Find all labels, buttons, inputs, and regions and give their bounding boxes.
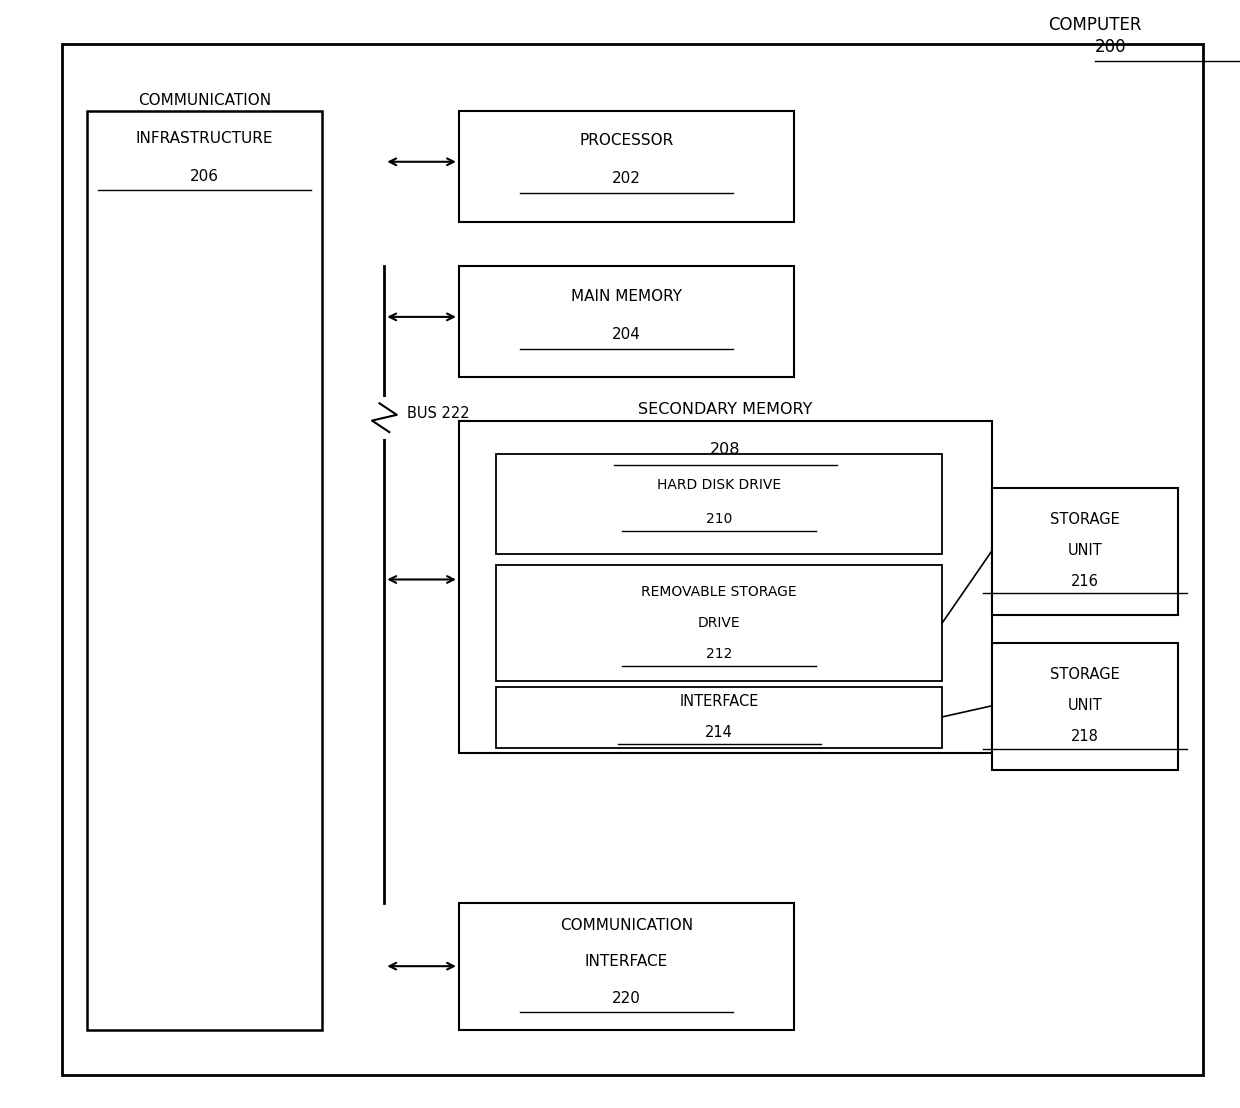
Bar <box>459 903 794 1030</box>
Text: BUS 222: BUS 222 <box>407 406 470 421</box>
Text: 208: 208 <box>711 442 740 458</box>
Bar <box>992 643 1178 770</box>
Text: 206: 206 <box>190 168 219 184</box>
Bar <box>87 111 322 1030</box>
Bar <box>459 111 794 222</box>
Text: INTERFACE: INTERFACE <box>584 954 668 970</box>
Bar <box>992 488 1178 615</box>
Text: 204: 204 <box>611 327 641 342</box>
Text: 220: 220 <box>611 991 641 1006</box>
Text: COMMUNICATION: COMMUNICATION <box>138 93 272 109</box>
Text: COMMUNICATION: COMMUNICATION <box>559 917 693 933</box>
Text: INFRASTRUCTURE: INFRASTRUCTURE <box>136 131 273 146</box>
Text: 202: 202 <box>611 171 641 186</box>
Bar <box>459 421 992 753</box>
Text: 218: 218 <box>1071 729 1099 745</box>
Text: REMOVABLE STORAGE: REMOVABLE STORAGE <box>641 585 797 598</box>
Text: STORAGE: STORAGE <box>1050 512 1120 527</box>
Text: HARD DISK DRIVE: HARD DISK DRIVE <box>657 479 781 492</box>
Text: UNIT: UNIT <box>1068 698 1102 714</box>
Text: PROCESSOR: PROCESSOR <box>579 133 673 148</box>
Bar <box>496 454 942 554</box>
Bar <box>496 565 942 681</box>
Text: 200: 200 <box>1095 38 1127 55</box>
Text: UNIT: UNIT <box>1068 543 1102 558</box>
Bar <box>496 687 942 748</box>
Text: INTERFACE: INTERFACE <box>680 694 759 709</box>
Text: 214: 214 <box>706 725 733 740</box>
Text: DRIVE: DRIVE <box>698 616 740 629</box>
Text: COMPUTER: COMPUTER <box>1048 17 1141 34</box>
Text: STORAGE: STORAGE <box>1050 667 1120 683</box>
Text: MAIN MEMORY: MAIN MEMORY <box>570 289 682 305</box>
Bar <box>459 266 794 377</box>
Text: 216: 216 <box>1071 574 1099 589</box>
Text: SECONDARY MEMORY: SECONDARY MEMORY <box>639 402 812 418</box>
Text: 210: 210 <box>706 512 733 525</box>
Text: 212: 212 <box>706 647 733 660</box>
